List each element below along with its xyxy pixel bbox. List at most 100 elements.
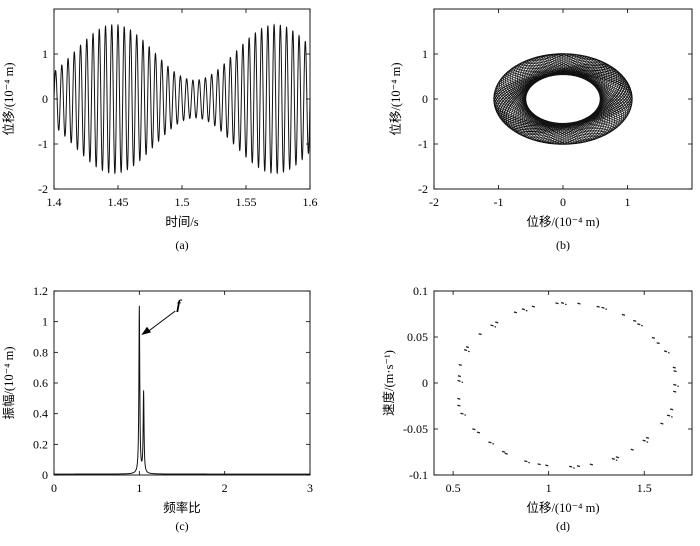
poincare-point — [560, 301, 565, 305]
y-tick-label: 0.05 — [407, 330, 428, 344]
panel-b: -2 -1 0 1 -2 -1 0 1 位移/(10⁻⁴ m) 位移/(10⁻⁴ m) (b) — [388, 8, 693, 252]
annotation-arrow-line — [147, 310, 176, 333]
poincare-point — [513, 311, 518, 314]
y-tick-label: -0.05 — [403, 422, 428, 436]
y-tick-label: 0.1 — [413, 284, 428, 298]
y-tick-label: 0 — [42, 92, 48, 106]
y-tick-label: 0.8 — [33, 345, 48, 359]
poincare-point — [504, 452, 508, 455]
poincare-point — [545, 464, 549, 467]
poincare-point — [673, 383, 677, 386]
poincare-point — [630, 448, 634, 451]
annotation-label: f — [176, 298, 182, 313]
poincare-point — [531, 305, 536, 308]
poincare-point — [568, 465, 573, 468]
y-axis-label: 位移/(10⁻⁴ m) — [1, 62, 16, 135]
x-axis-label: 频率比 — [163, 500, 201, 515]
plot-frame — [433, 290, 693, 476]
poincare-point — [601, 306, 605, 309]
poincare-point — [656, 342, 660, 345]
y-tick-label: 1.2 — [33, 284, 48, 298]
poincare-point — [521, 308, 526, 311]
poincare-point — [577, 302, 581, 305]
poincare-point — [460, 412, 464, 415]
y-tick-label: 1 — [422, 47, 428, 61]
y-tick-label: 1 — [42, 47, 48, 61]
panel-c: 0 1 2 3 0 0.2 0.4 0.6 0.8 1 1.2 频率比 振幅/(10⁻⁴ m) (c) f — [1, 284, 313, 533]
x-tick-label: 1.5 — [175, 195, 190, 209]
poincare-point — [651, 336, 656, 339]
panel-caption: (d) — [556, 519, 570, 533]
y-axis-label: 振幅/(10⁻⁴ m) — [1, 346, 16, 419]
x-tick-label: 1.6 — [303, 195, 318, 209]
x-axis-label: 位移/(10⁻⁴ m) — [526, 500, 599, 515]
poincare-point — [596, 305, 600, 308]
poincare-point — [589, 463, 594, 466]
poincare-point — [476, 431, 481, 434]
y-tick-label: 0 — [422, 92, 428, 106]
y-tick-label: -0.1 — [409, 468, 428, 482]
x-tick-label: 1.45 — [108, 195, 129, 209]
panel-d: 0.5 1 1.5 -0.1 -0.05 0 0.05 0.1 位移/(10⁻⁴ m) 速度/(m… — [381, 284, 693, 533]
y-axis-label: 速度/(m·s⁻¹) — [381, 350, 396, 416]
poincare-point — [463, 349, 468, 352]
poincare-point — [478, 333, 482, 336]
y-tick-label: -1 — [38, 137, 48, 151]
poincare-point — [621, 313, 626, 316]
x-tick-label: 1 — [546, 481, 552, 495]
y-tick-label: -2 — [418, 182, 428, 196]
poincare-point — [645, 436, 650, 439]
poincare-point — [524, 460, 528, 463]
poincare-point — [457, 375, 462, 378]
poincare-point — [495, 321, 499, 324]
x-tick-label: 1.55 — [236, 195, 257, 209]
y-tick-label: 0.6 — [33, 376, 48, 390]
y-tick-label: 0.4 — [33, 407, 48, 421]
poincare-point — [488, 441, 492, 444]
poincare-point — [611, 457, 616, 460]
poincare-point — [642, 439, 646, 442]
panel-a: 1.4 1.45 1.5 1.55 1.6 -2 -1 0 1 时间/s 位移/(10⁻⁴ m) (a… — [1, 8, 318, 252]
poincare-point — [458, 363, 462, 366]
panel-caption: (c) — [175, 519, 188, 533]
poincare-point — [673, 370, 677, 373]
y-axis-label: 位移/(10⁻⁴ m) — [388, 62, 403, 135]
poincare-point — [457, 397, 461, 400]
poincare-point — [501, 450, 506, 453]
x-tick-label: 3 — [307, 481, 313, 495]
y-tick-label: 0 — [422, 376, 428, 390]
x-axis-label: 时间/s — [165, 215, 198, 229]
series-amplitude-spectrum — [53, 305, 310, 475]
x-tick-label: 1.5 — [637, 481, 652, 495]
poincare-point — [457, 404, 461, 407]
poincare-point — [576, 465, 581, 468]
x-tick-label: -2 — [429, 195, 439, 209]
x-tick-label: 0 — [51, 481, 57, 495]
annotation-arrow-head — [141, 326, 151, 335]
poincare-point — [663, 350, 668, 353]
x-tick-label: -1 — [494, 195, 504, 209]
poincare-point — [472, 428, 476, 431]
poincare-point — [457, 379, 461, 382]
x-tick-label: 1 — [136, 481, 142, 495]
panel-caption: (b) — [556, 238, 570, 252]
poincare-point — [672, 366, 676, 369]
x-tick-label: 0 — [560, 195, 566, 209]
y-tick-label: 0.2 — [33, 437, 48, 451]
poincare-point — [666, 414, 671, 417]
plot-frame — [433, 8, 693, 190]
poincare-point — [465, 346, 470, 349]
y-tick-label: -1 — [418, 137, 428, 151]
poincare-point — [637, 323, 641, 326]
poincare-point — [660, 422, 664, 425]
plot-frame — [53, 290, 311, 476]
panel-caption: (a) — [175, 238, 188, 252]
x-tick-label: 0.5 — [446, 481, 461, 495]
poincare-point — [673, 390, 677, 393]
poincare-point — [615, 456, 620, 459]
y-tick-label: -2 — [38, 182, 48, 196]
x-tick-label: 2 — [222, 481, 228, 495]
poincare-point — [537, 463, 541, 466]
